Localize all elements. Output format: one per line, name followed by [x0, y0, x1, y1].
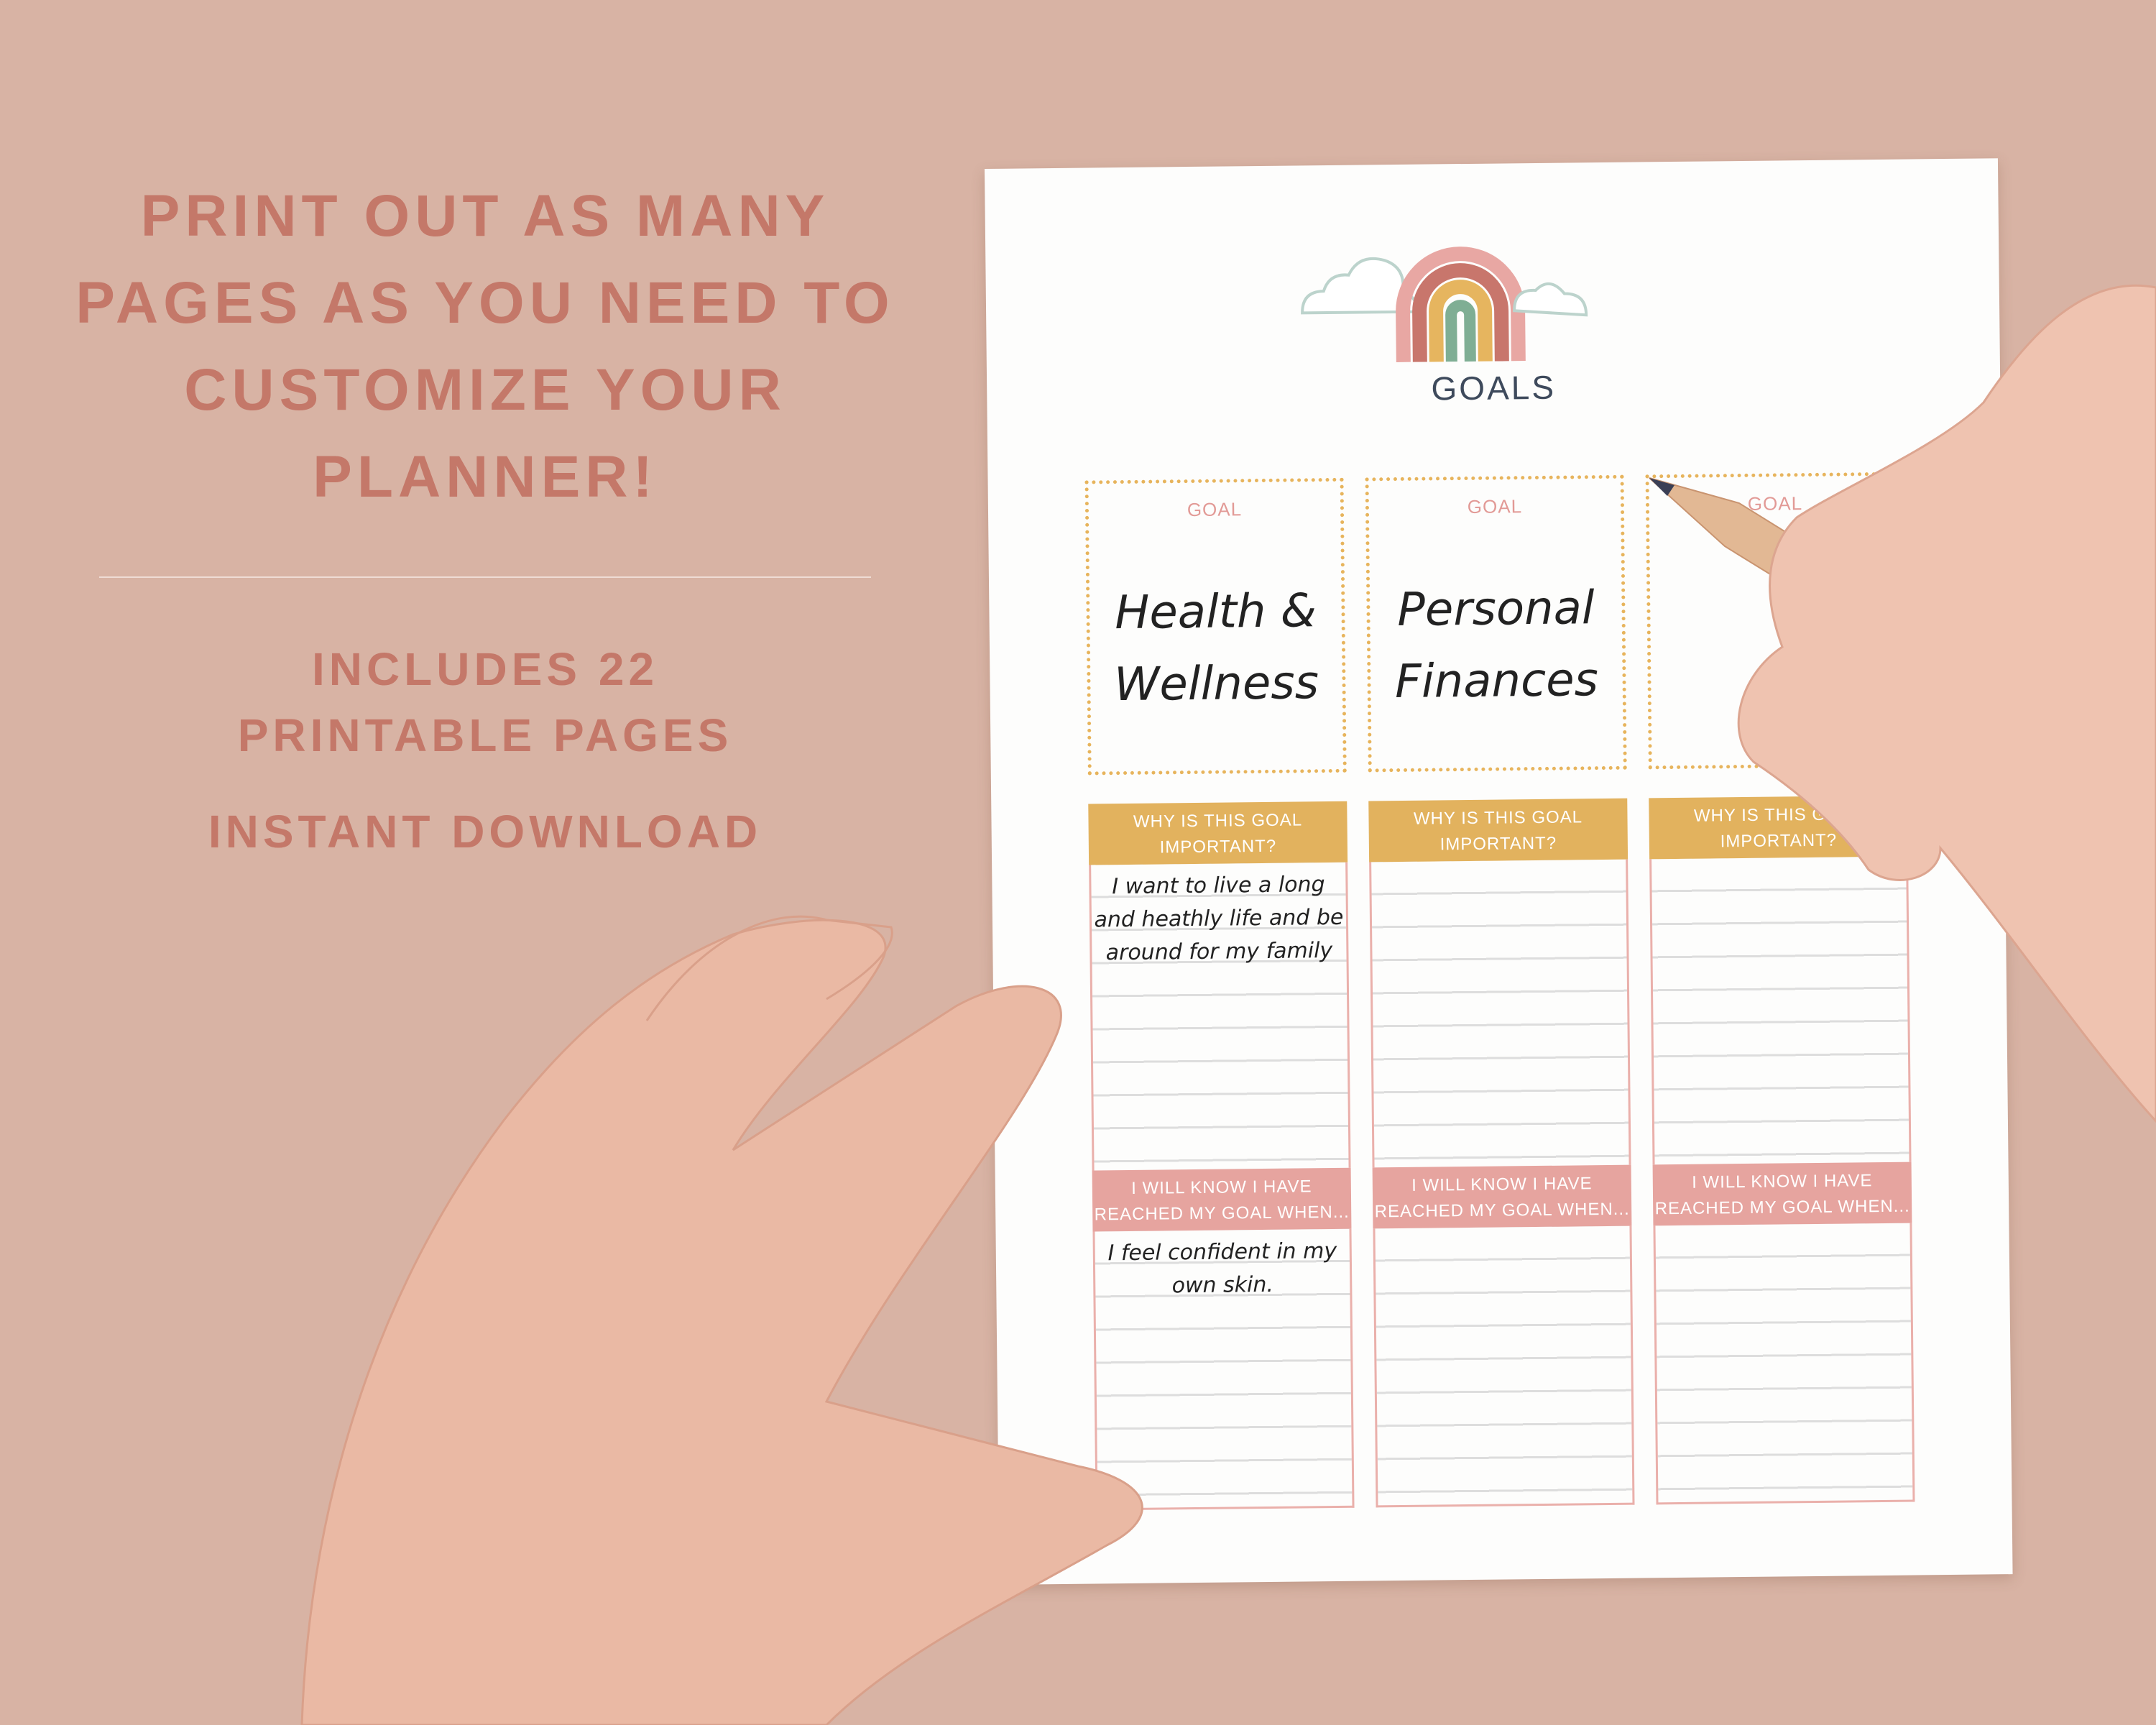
- right-hand: [1737, 284, 2156, 1123]
- left-hand: [300, 915, 1143, 1725]
- download-text: INSTANT DOWNLOAD: [208, 806, 763, 857]
- headline-line: PRINT OUT AS MANY: [140, 183, 830, 249]
- divider: [99, 576, 871, 578]
- includes-text: INCLUDES 22 PRINTABLE PAGES: [43, 636, 927, 768]
- headline-line: PLANNER!: [313, 444, 658, 510]
- includes-line: PRINTABLE PAGES: [237, 709, 733, 761]
- rainbow-icon: [1301, 247, 1588, 363]
- promo-headline: PRINT OUT AS MANY PAGES AS YOU NEED TO C…: [43, 172, 927, 520]
- headline-line: PAGES AS YOU NEED TO: [75, 270, 895, 336]
- includes-line: INCLUDES 22: [311, 643, 659, 695]
- planner-page: GOALS GOAL Health & Wellness WHY IS THIS…: [985, 158, 2013, 1585]
- headline-line: CUSTOMIZE YOUR: [184, 357, 786, 423]
